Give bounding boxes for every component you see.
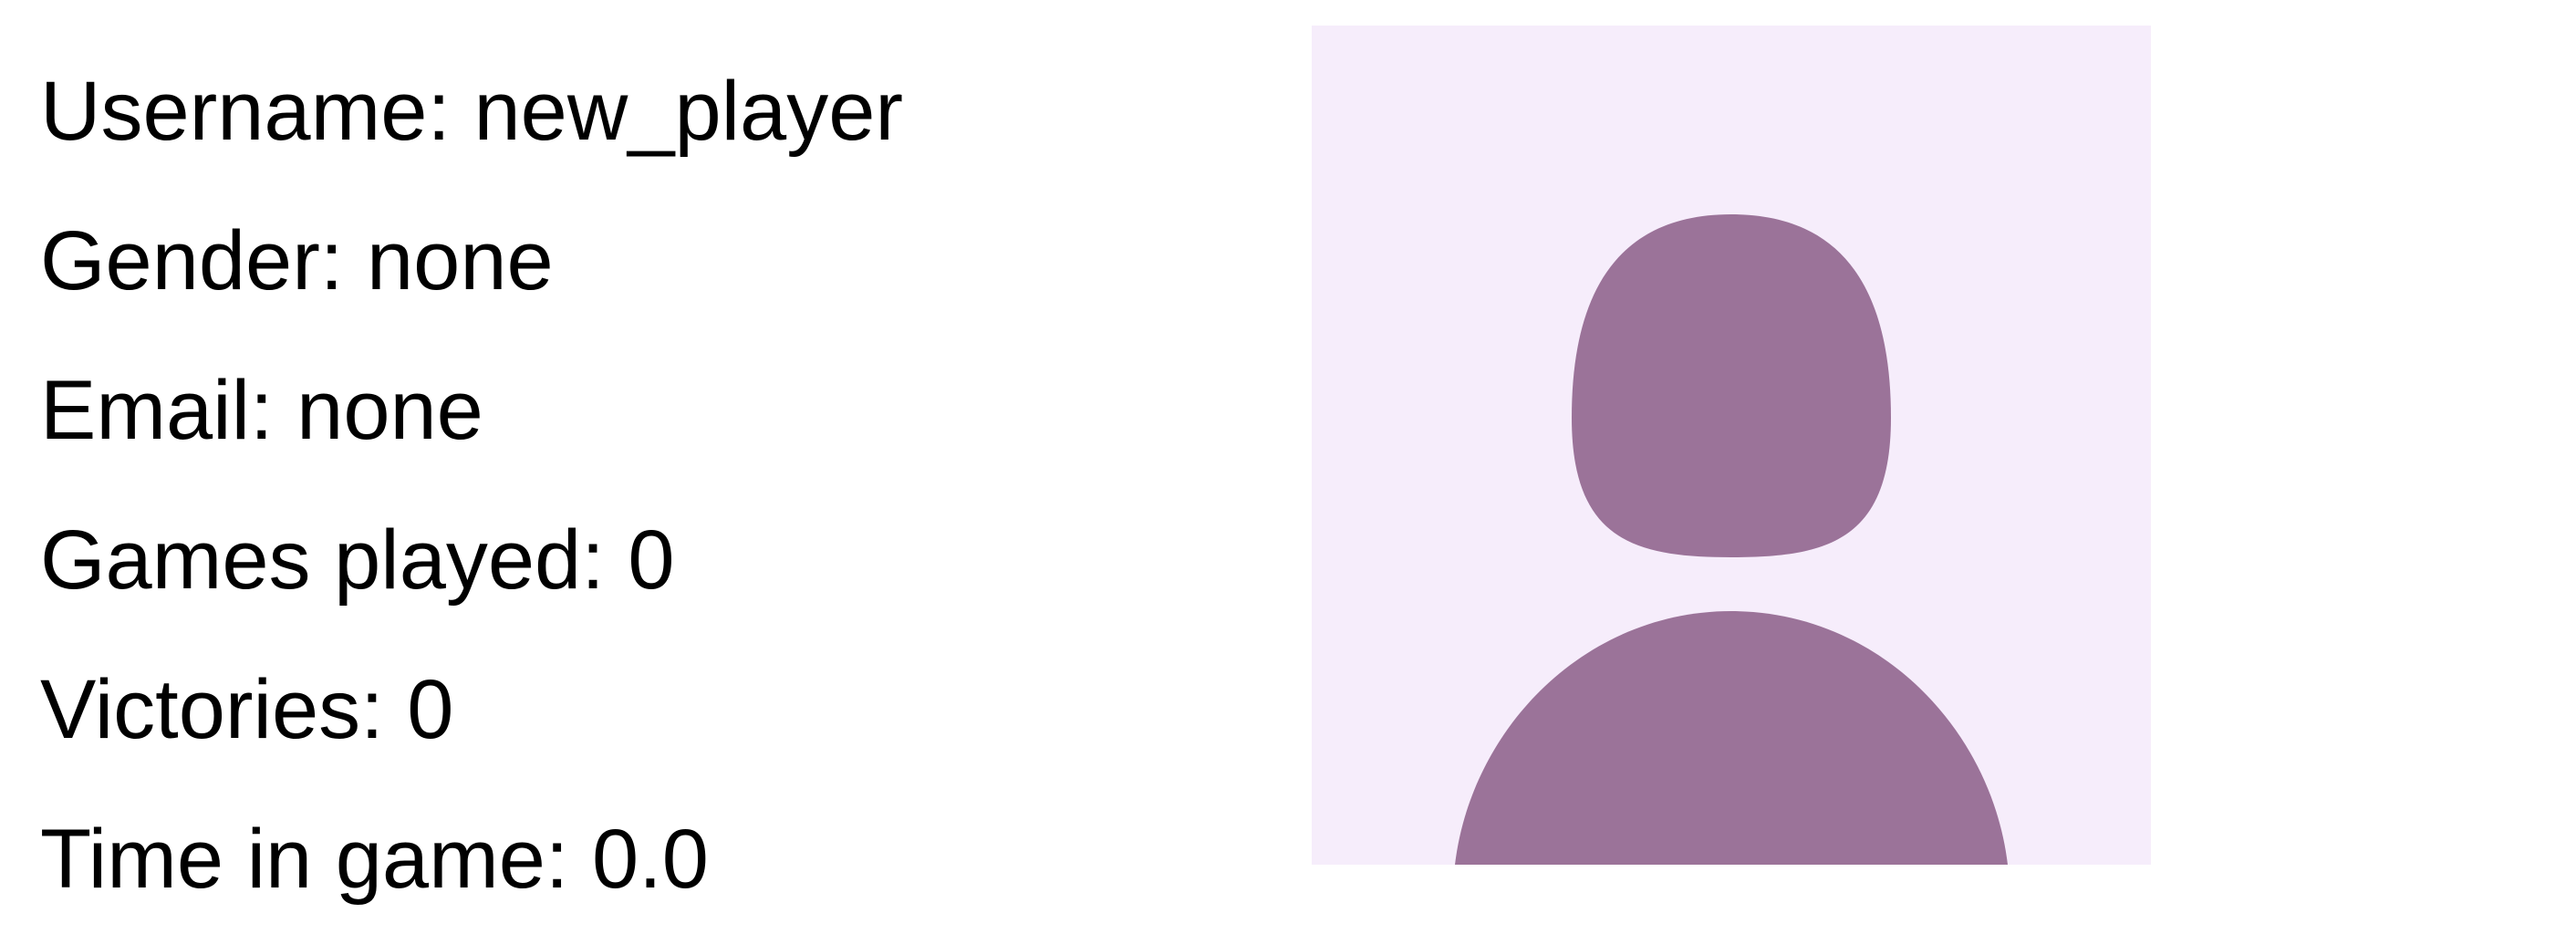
default-user-silhouette-icon [1455,214,2008,865]
avatar [1312,26,2151,865]
gender-value: none [366,214,554,307]
email-row: Email: none [40,336,903,485]
profile-info-list: Username: new_player Gender: none Email:… [40,36,903,934]
gender-label: Gender: [40,214,344,307]
email-label: Email: [40,364,274,457]
username-row: Username: new_player [40,36,903,186]
victories-label: Victories: [40,663,384,756]
victories-row: Victories: 0 [40,635,903,784]
email-value: none [296,364,483,457]
victories-value: 0 [407,663,454,756]
player-profile: Username: new_player Gender: none Email:… [40,26,2151,906]
games-played-row: Games played: 0 [40,485,903,635]
gender-row: Gender: none [40,186,903,336]
avatar-body [1455,611,2008,865]
games-played-label: Games played: [40,514,605,607]
time-in-game-row: Time in game: 0.0 [40,784,903,934]
time-in-game-value: 0.0 [592,813,709,906]
time-in-game-label: Time in game: [40,813,569,906]
avatar-head [1572,214,1891,557]
username-value: new_player [473,65,904,158]
username-label: Username: [40,65,451,158]
games-played-value: 0 [628,514,675,607]
